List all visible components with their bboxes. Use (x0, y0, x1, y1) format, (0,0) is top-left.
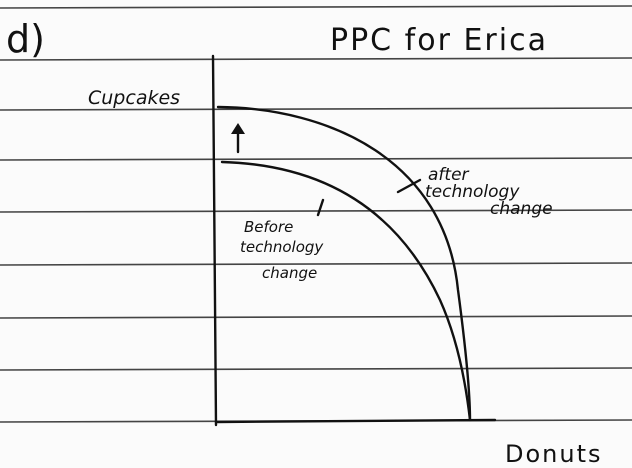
before-label-line: change (262, 264, 317, 282)
before-label: Before technology change (240, 218, 324, 282)
before-label-line: technology (240, 238, 324, 256)
before-label-line: Before (244, 218, 293, 236)
part-label: d) (6, 17, 45, 61)
notebook-page: d) PPC for Erica Cupcakes Donuts after t… (0, 0, 632, 468)
title: PPC for Erica (330, 23, 548, 58)
after-label-line: change (490, 199, 553, 219)
x-axis-label: Donuts (505, 440, 603, 468)
y-axis-label: Cupcakes (88, 87, 180, 109)
before-pointer (318, 200, 323, 215)
shift-arrow (231, 123, 245, 152)
